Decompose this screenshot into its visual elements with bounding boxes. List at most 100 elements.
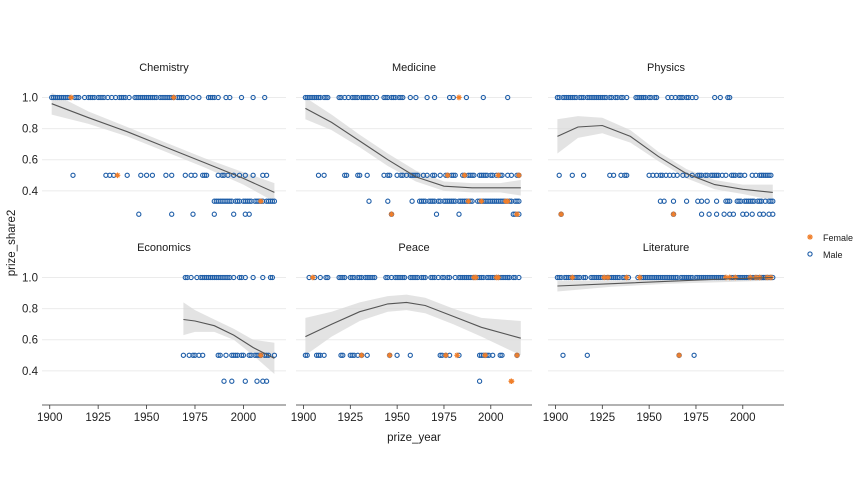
female-point xyxy=(461,172,468,179)
panel-peace: Peace 1900 1925 1950 1975 2000 xyxy=(291,242,532,424)
male-point xyxy=(373,94,380,101)
male-point xyxy=(450,94,456,101)
male-point xyxy=(435,198,441,204)
male-point xyxy=(683,198,690,204)
male-point xyxy=(304,352,310,358)
male-point xyxy=(480,94,486,101)
female-point xyxy=(454,352,460,359)
male-point xyxy=(401,274,408,281)
male-point xyxy=(422,274,428,281)
male-point xyxy=(490,352,496,358)
male-point xyxy=(579,94,585,101)
male-point xyxy=(430,172,436,178)
trend-line xyxy=(557,276,773,287)
female-point xyxy=(495,274,502,281)
male-point xyxy=(180,352,187,358)
male-point xyxy=(713,198,720,204)
male-point xyxy=(424,172,430,178)
female-point xyxy=(753,274,759,281)
male-point xyxy=(749,211,755,217)
x-tick-label: 2000 xyxy=(478,412,504,424)
legend-female-marker xyxy=(807,234,813,240)
x-tick-label: 1900 xyxy=(543,412,569,424)
male-point xyxy=(698,198,705,204)
female-point xyxy=(516,172,522,179)
male-point xyxy=(124,172,130,178)
male-point xyxy=(409,198,415,204)
male-point xyxy=(336,94,342,101)
female-point xyxy=(508,378,515,385)
male-point xyxy=(725,94,731,101)
male-point xyxy=(74,94,80,101)
male-point xyxy=(580,274,587,281)
male-point xyxy=(364,172,370,178)
male-point xyxy=(242,172,248,178)
male-point xyxy=(661,198,667,204)
male-point xyxy=(420,198,427,204)
male-point xyxy=(211,211,217,217)
male-point xyxy=(653,94,660,101)
male-point xyxy=(370,274,376,281)
male-point xyxy=(736,198,742,204)
male-point xyxy=(263,172,270,178)
legend-male-label: Male xyxy=(823,250,843,260)
x-tick-label: 1975 xyxy=(683,412,709,424)
male-point xyxy=(607,94,613,101)
male-point xyxy=(269,274,276,281)
male-point xyxy=(323,274,329,281)
male-point xyxy=(262,94,268,101)
female-point xyxy=(504,198,511,205)
male-point xyxy=(554,94,561,101)
panel-economics: Economics 0.4 0.6 0.8 1.0 1900 1925 1950 1975 200… xyxy=(22,242,286,424)
male-point xyxy=(267,274,274,281)
panel-title: Physics xyxy=(647,62,685,74)
panel-title: Literature xyxy=(643,242,689,254)
male-point xyxy=(749,198,755,204)
male-point xyxy=(325,94,331,101)
male-point xyxy=(225,172,231,178)
male-point xyxy=(246,211,252,217)
male-point xyxy=(670,198,677,204)
x-tick-label: 1925 xyxy=(85,412,111,424)
male-point xyxy=(349,274,355,281)
male-point xyxy=(315,352,322,358)
male-point xyxy=(612,94,619,101)
female-point xyxy=(482,352,488,359)
female-point xyxy=(456,94,462,101)
male-point xyxy=(315,94,322,101)
panel-title: Peace xyxy=(398,242,429,254)
male-point xyxy=(478,274,485,281)
male-point xyxy=(580,172,587,178)
male-point xyxy=(672,274,679,281)
y-tick-label: 1.0 xyxy=(22,272,38,284)
male-point xyxy=(614,274,620,281)
male-point xyxy=(646,94,652,101)
male-point xyxy=(169,211,175,217)
male-point xyxy=(89,94,95,101)
male-point xyxy=(357,172,363,178)
confidence-band xyxy=(51,92,275,202)
female-point xyxy=(473,274,479,281)
male-point xyxy=(190,94,196,101)
x-tick-label: 1925 xyxy=(338,412,364,424)
male-point xyxy=(725,198,731,204)
legend-female-label: Female xyxy=(823,233,853,243)
female-point xyxy=(386,352,393,359)
male-point xyxy=(766,172,772,178)
male-point xyxy=(431,172,438,178)
legend-male-marker xyxy=(807,251,813,257)
male-point xyxy=(120,94,126,101)
female-point xyxy=(726,274,733,281)
confidence-band xyxy=(557,116,773,201)
male-point xyxy=(706,211,712,217)
male-point xyxy=(469,172,475,178)
female-point xyxy=(558,211,564,218)
male-point xyxy=(190,352,196,358)
male-point xyxy=(439,274,445,281)
y-tick-label: 0.4 xyxy=(22,366,39,378)
male-point xyxy=(624,172,630,178)
female-point xyxy=(723,274,729,281)
x-tick-label: 1975 xyxy=(431,412,457,424)
male-point xyxy=(420,274,427,281)
male-point xyxy=(463,94,470,101)
